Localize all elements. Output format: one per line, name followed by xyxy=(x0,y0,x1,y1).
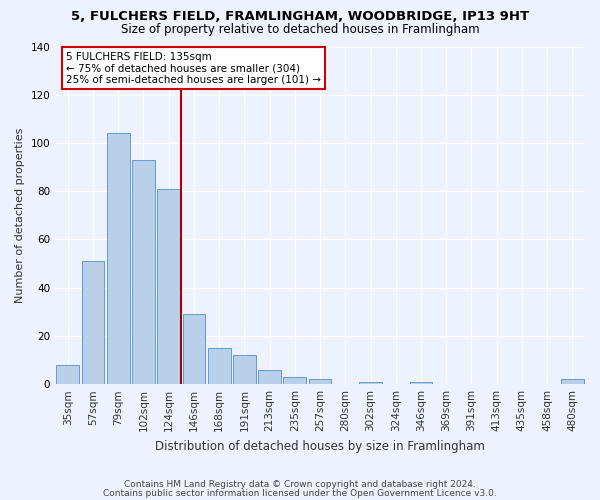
Bar xyxy=(359,382,382,384)
Bar xyxy=(410,382,433,384)
Bar xyxy=(132,160,155,384)
Bar xyxy=(561,380,584,384)
Y-axis label: Number of detached properties: Number of detached properties xyxy=(15,128,25,303)
Text: Size of property relative to detached houses in Framlingham: Size of property relative to detached ho… xyxy=(121,22,479,36)
Bar xyxy=(208,348,230,384)
Bar xyxy=(56,365,79,384)
Bar xyxy=(107,134,130,384)
Bar xyxy=(233,355,256,384)
Bar xyxy=(283,377,306,384)
Text: Contains HM Land Registry data © Crown copyright and database right 2024.: Contains HM Land Registry data © Crown c… xyxy=(124,480,476,489)
Bar xyxy=(157,189,180,384)
Bar xyxy=(309,380,331,384)
Bar xyxy=(258,370,281,384)
X-axis label: Distribution of detached houses by size in Framlingham: Distribution of detached houses by size … xyxy=(155,440,485,452)
Bar xyxy=(182,314,205,384)
Bar xyxy=(82,261,104,384)
Text: 5, FULCHERS FIELD, FRAMLINGHAM, WOODBRIDGE, IP13 9HT: 5, FULCHERS FIELD, FRAMLINGHAM, WOODBRID… xyxy=(71,10,529,23)
Text: 5 FULCHERS FIELD: 135sqm
← 75% of detached houses are smaller (304)
25% of semi-: 5 FULCHERS FIELD: 135sqm ← 75% of detach… xyxy=(66,52,321,85)
Text: Contains public sector information licensed under the Open Government Licence v3: Contains public sector information licen… xyxy=(103,488,497,498)
